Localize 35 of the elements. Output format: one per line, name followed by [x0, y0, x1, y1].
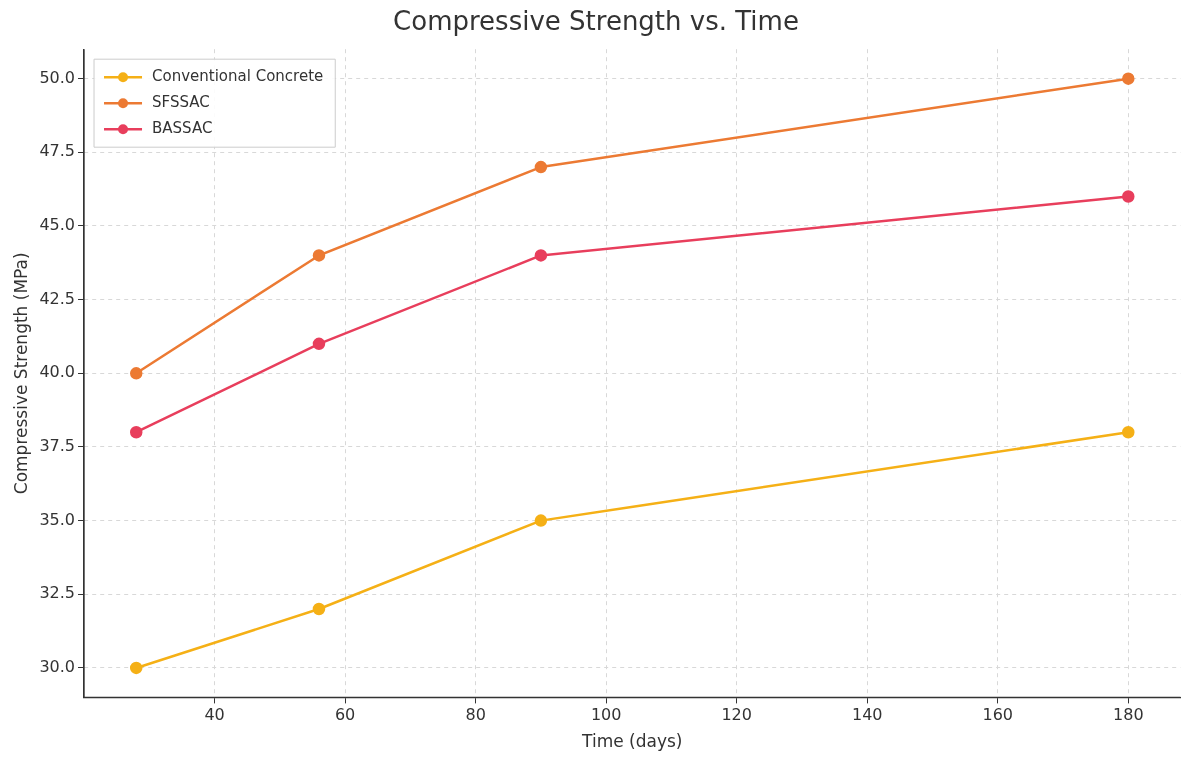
point: [129, 425, 143, 439]
x-tick-label: 60: [334, 705, 356, 725]
point: [312, 337, 326, 351]
legend-label: SFSSAC: [152, 93, 210, 112]
x-tick-label: 160: [982, 705, 1014, 725]
point: [534, 160, 548, 174]
chart-title: Compressive Strength vs. Time: [393, 6, 799, 37]
y-tick-label: 30.0: [39, 657, 76, 677]
point: [1122, 72, 1135, 85]
legend-label: Conventional Concrete: [152, 67, 324, 86]
y-tick-label: 42.5: [39, 288, 76, 308]
point: [534, 514, 548, 527]
y-tick-label: 35.0: [39, 509, 76, 529]
x-tick-label: 40: [204, 705, 225, 725]
point: [1122, 425, 1135, 439]
point: [312, 249, 326, 262]
y-tick-label: 40.0: [39, 362, 76, 382]
point: [312, 602, 326, 616]
point: [129, 367, 143, 380]
y-axis-title: Compressive Strength (MPa): [10, 252, 31, 495]
y-tick-label: 32.5: [39, 583, 76, 603]
y-tick-label: 45.0: [39, 215, 76, 235]
point: [129, 661, 143, 675]
point: [1122, 190, 1135, 203]
y-tick-label: 37.5: [39, 436, 76, 456]
y-tick-label: 50.0: [39, 67, 76, 87]
x-tick-label: 80: [465, 705, 486, 725]
x-tick-label: 140: [851, 705, 883, 725]
x-axis-title: Time (days): [581, 731, 683, 752]
x-tick-label: 100: [590, 705, 622, 725]
y-tick-label: 47.5: [39, 141, 76, 161]
x-tick-label: 120: [721, 705, 752, 725]
point: [534, 249, 548, 262]
x-tick-label: 180: [1113, 705, 1144, 725]
legend-label: BASSAC: [152, 119, 213, 138]
